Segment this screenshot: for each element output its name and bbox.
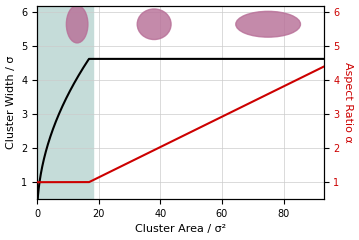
- Ellipse shape: [137, 9, 171, 40]
- Bar: [37, 6, 93, 199]
- Y-axis label: Aspect Ratio α: Aspect Ratio α: [344, 62, 354, 143]
- X-axis label: Cluster Area / σ²: Cluster Area / σ²: [135, 224, 226, 234]
- Ellipse shape: [236, 11, 300, 37]
- Y-axis label: Cluster Width / σ: Cluster Width / σ: [5, 56, 15, 149]
- Ellipse shape: [66, 6, 88, 43]
